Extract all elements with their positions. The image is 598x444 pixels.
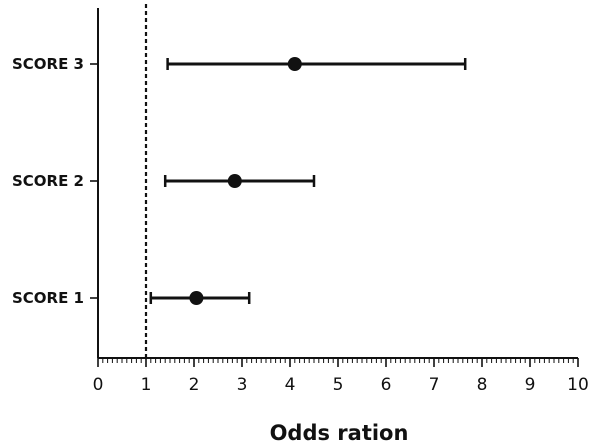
axes: 0 1 2 3 4 5 6 7 8 9 10 bbox=[90, 8, 589, 395]
point-estimate bbox=[287, 57, 302, 71]
point-estimate bbox=[227, 174, 242, 188]
x-tick-label: 1 bbox=[141, 375, 152, 395]
x-tick-label: 2 bbox=[189, 375, 200, 395]
category-label: SCORE 3 bbox=[12, 55, 84, 73]
x-tick-label: 5 bbox=[333, 375, 344, 395]
x-tick-label: 9 bbox=[525, 375, 536, 395]
chart-marks: SCORE 3 SCORE 2 SCORE 1 bbox=[12, 4, 467, 358]
category-label: SCORE 2 bbox=[12, 172, 84, 190]
x-tick-label: 3 bbox=[237, 375, 248, 395]
x-axis-label: Odds ration bbox=[270, 421, 409, 444]
point-estimate bbox=[189, 291, 204, 305]
x-tick-label: 6 bbox=[381, 375, 392, 395]
x-tick-label: 0 bbox=[93, 375, 104, 395]
x-tick-label: 10 bbox=[567, 375, 589, 395]
x-tick-label: 4 bbox=[285, 375, 296, 395]
x-tick-label: 8 bbox=[477, 375, 488, 395]
category-label: SCORE 1 bbox=[12, 289, 84, 307]
x-tick-label: 7 bbox=[429, 375, 440, 395]
